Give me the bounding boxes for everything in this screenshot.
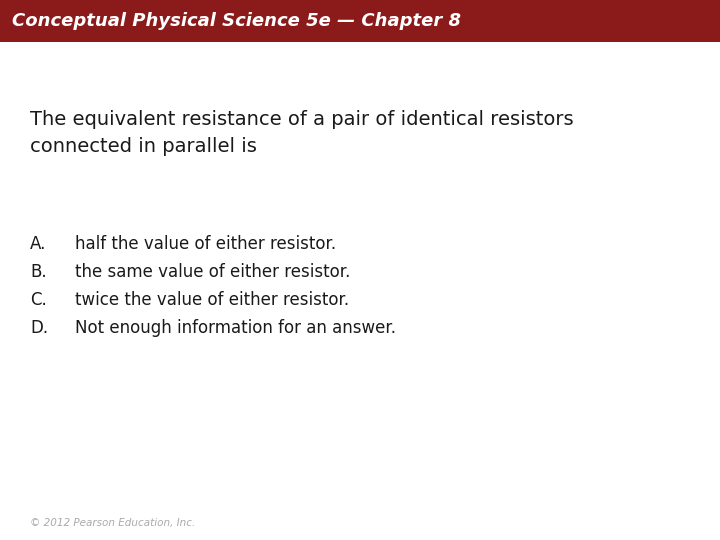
Text: B.: B. — [30, 263, 47, 281]
Text: © 2012 Pearson Education, Inc.: © 2012 Pearson Education, Inc. — [30, 518, 195, 528]
Text: A.: A. — [30, 235, 46, 253]
Text: the same value of either resistor.: the same value of either resistor. — [75, 263, 351, 281]
Text: C.: C. — [30, 291, 47, 309]
Text: The equivalent resistance of a pair of identical resistors
connected in parallel: The equivalent resistance of a pair of i… — [30, 110, 574, 156]
Text: Not enough information for an answer.: Not enough information for an answer. — [75, 319, 396, 337]
Text: twice the value of either resistor.: twice the value of either resistor. — [75, 291, 349, 309]
Text: Conceptual Physical Science 5e — Chapter 8: Conceptual Physical Science 5e — Chapter… — [12, 12, 461, 30]
Text: D.: D. — [30, 319, 48, 337]
Bar — [0, 0, 720, 42]
Text: half the value of either resistor.: half the value of either resistor. — [75, 235, 336, 253]
